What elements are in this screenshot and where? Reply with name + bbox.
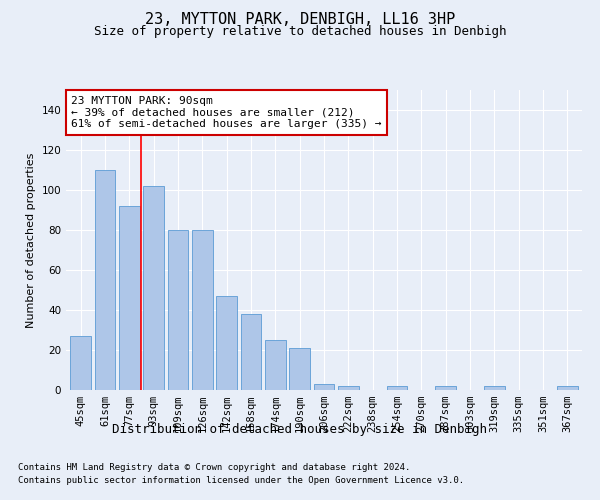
Bar	[241, 314, 262, 390]
Bar	[386, 386, 407, 390]
Bar	[265, 340, 286, 390]
Bar	[119, 206, 140, 390]
Bar	[314, 384, 334, 390]
Text: Distribution of detached houses by size in Denbigh: Distribution of detached houses by size …	[113, 422, 487, 436]
Bar	[289, 348, 310, 390]
Bar	[436, 386, 456, 390]
Bar	[143, 186, 164, 390]
Bar	[338, 386, 359, 390]
Text: Contains public sector information licensed under the Open Government Licence v3: Contains public sector information licen…	[18, 476, 464, 485]
Text: 23 MYTTON PARK: 90sqm
← 39% of detached houses are smaller (212)
61% of semi-det: 23 MYTTON PARK: 90sqm ← 39% of detached …	[71, 96, 382, 129]
Bar	[216, 296, 237, 390]
Text: Size of property relative to detached houses in Denbigh: Size of property relative to detached ho…	[94, 25, 506, 38]
Bar	[192, 230, 212, 390]
Bar	[95, 170, 115, 390]
Text: 23, MYTTON PARK, DENBIGH, LL16 3HP: 23, MYTTON PARK, DENBIGH, LL16 3HP	[145, 12, 455, 28]
Bar	[70, 336, 91, 390]
Y-axis label: Number of detached properties: Number of detached properties	[26, 152, 36, 328]
Text: Contains HM Land Registry data © Crown copyright and database right 2024.: Contains HM Land Registry data © Crown c…	[18, 464, 410, 472]
Bar	[167, 230, 188, 390]
Bar	[557, 386, 578, 390]
Bar	[484, 386, 505, 390]
